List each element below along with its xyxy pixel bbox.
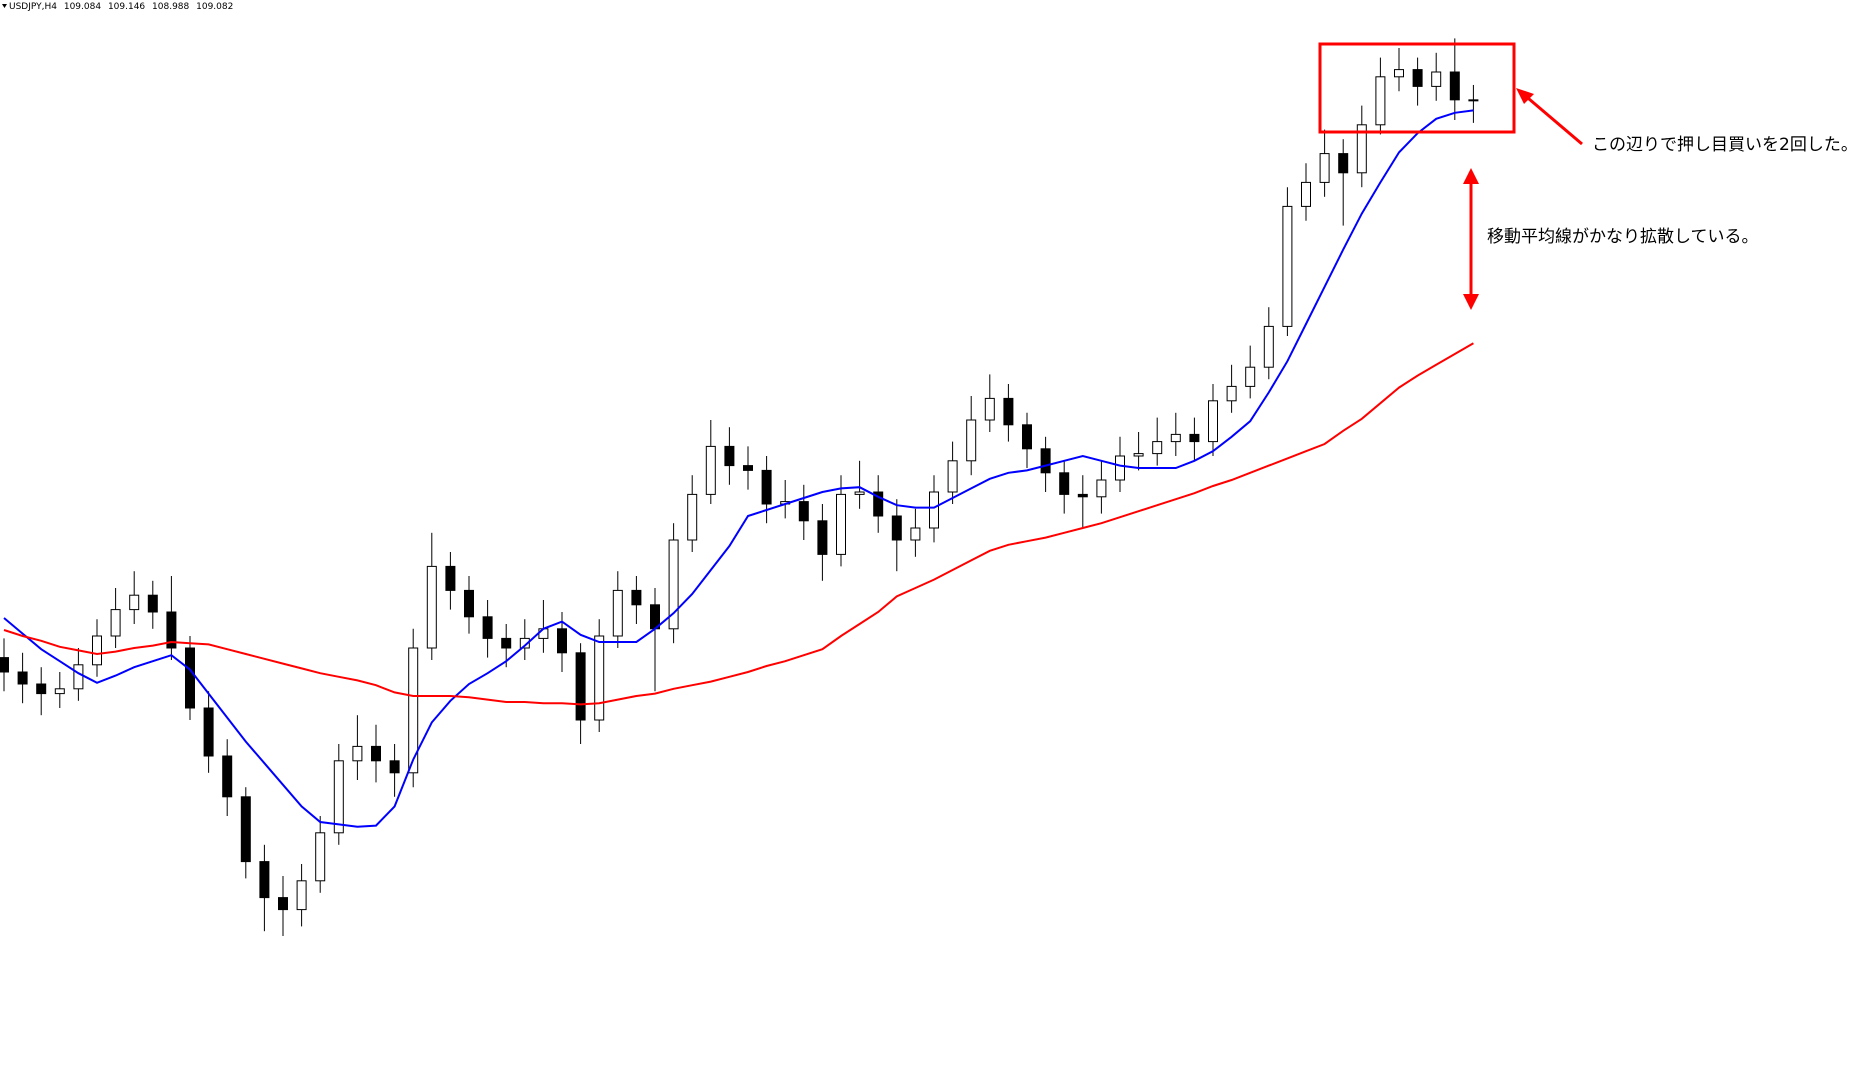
candle-body	[1449, 71, 1460, 101]
candle-body	[519, 637, 530, 649]
symbol: USDJPY,H4	[9, 2, 57, 12]
candle-body	[668, 539, 679, 630]
header-low: 108.988	[152, 2, 189, 12]
candle-body	[798, 501, 809, 522]
candle-body	[371, 745, 381, 762]
candle-body	[743, 465, 753, 471]
candle-body	[278, 897, 288, 911]
candle-body	[1282, 205, 1293, 327]
plot-area	[0, 38, 1479, 936]
candle-body	[1096, 479, 1107, 498]
candle-body	[631, 589, 642, 606]
candle-body	[1394, 69, 1404, 78]
candle-body	[1301, 181, 1311, 207]
candle-body	[333, 760, 344, 834]
candle-body	[1208, 400, 1218, 443]
candle-body	[1040, 448, 1051, 474]
candle-body	[1077, 493, 1088, 498]
candle-body	[836, 493, 846, 555]
candle-body	[1226, 385, 1237, 402]
candle-body	[147, 594, 158, 613]
candle-body	[1319, 153, 1330, 183]
candle-body	[296, 880, 307, 911]
arrow-head	[1463, 168, 1479, 184]
candle-body	[222, 755, 233, 798]
candle-body	[389, 760, 400, 774]
candle-body	[1356, 124, 1367, 174]
candle-body	[873, 491, 884, 517]
candle-body	[1468, 99, 1479, 102]
moving-average	[3, 109, 1474, 828]
header: USDJPY,H4 109.084 109.146 108.988 109.08…	[9, 2, 233, 12]
candle-body	[966, 419, 977, 462]
candle-body	[501, 637, 512, 649]
candle-body	[1263, 325, 1274, 368]
candle-body	[0, 657, 9, 673]
candle-body	[1059, 472, 1070, 495]
candle-body	[166, 611, 177, 649]
header-close: 109.082	[196, 2, 233, 12]
candle-body	[482, 616, 493, 639]
moving-average	[3, 342, 1474, 706]
candle-body	[73, 664, 84, 690]
candle-body	[1338, 153, 1349, 174]
arrow-line	[1521, 91, 1583, 146]
candle-body	[240, 796, 251, 863]
candle-body	[929, 491, 939, 529]
candle-body	[315, 832, 326, 882]
candle-body	[687, 493, 698, 541]
candle-body	[445, 565, 456, 591]
candle-body	[464, 589, 474, 618]
candle-body	[1412, 69, 1423, 87]
header-icon	[2, 4, 7, 8]
candle-body	[203, 707, 214, 757]
candle-body	[1245, 366, 1256, 387]
candle-body	[259, 861, 270, 899]
candle-body	[1133, 453, 1144, 457]
annotation: 移動平均線がかなり拡散している。	[1487, 227, 1759, 247]
candle-body	[110, 609, 121, 637]
candle-body	[17, 671, 28, 685]
candle-body	[36, 683, 47, 695]
candle-body	[129, 594, 140, 611]
annotation: この辺りで押し目買いを2回した。	[1592, 135, 1858, 155]
arrow-head	[1516, 88, 1534, 104]
arrow-head	[1463, 294, 1479, 310]
header-high: 109.146	[108, 2, 145, 12]
candle-body	[1431, 71, 1442, 87]
header-open: 109.084	[64, 2, 101, 12]
candle-body	[1003, 397, 1014, 426]
candle-body	[724, 445, 735, 467]
candle-body	[854, 491, 865, 495]
candle-body	[575, 652, 586, 721]
candle-body	[612, 589, 623, 637]
candle-body	[1152, 441, 1163, 455]
candle-body	[185, 647, 195, 709]
candle-body	[1189, 433, 1200, 443]
candle-body	[92, 635, 102, 666]
candle-body	[594, 635, 605, 721]
candle-body	[54, 688, 65, 695]
candle-body	[910, 527, 921, 541]
candle-body	[761, 469, 772, 505]
candle-body	[984, 397, 995, 421]
candle-body	[705, 445, 716, 495]
candle-body	[426, 565, 437, 649]
candle-body	[352, 745, 363, 762]
candle-body	[817, 520, 828, 555]
candle-body	[891, 515, 902, 541]
candle-body	[1170, 433, 1181, 443]
candle-body	[1375, 76, 1386, 126]
candle-body	[408, 647, 419, 774]
highlight-box	[1318, 42, 1516, 134]
candle-body	[1115, 455, 1125, 481]
candle-body	[538, 628, 549, 639]
candle-body	[1022, 424, 1032, 450]
candle-body	[947, 460, 958, 493]
candle-body	[557, 628, 567, 654]
